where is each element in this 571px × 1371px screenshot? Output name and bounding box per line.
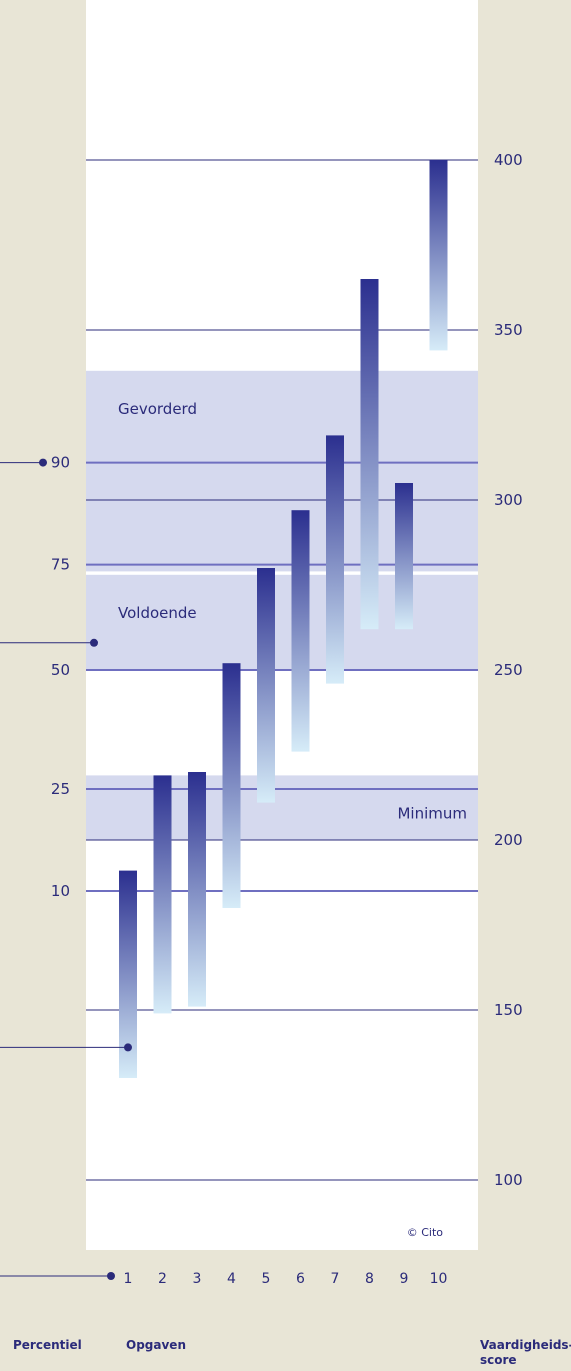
bar-task-9 — [395, 483, 413, 629]
percentile-tick-75: 75 — [51, 556, 70, 574]
bar-task-10 — [430, 160, 448, 350]
scale-tick-400: 400 — [494, 151, 523, 169]
task-number-8: 8 — [365, 1271, 374, 1287]
bar-task-5 — [257, 568, 275, 803]
task-number-3: 3 — [193, 1271, 202, 1287]
scale-tick-350: 350 — [494, 321, 523, 339]
scale-tick-150: 150 — [494, 1001, 523, 1019]
marker-dot-1 — [39, 459, 47, 467]
bar-task-2 — [154, 775, 172, 1013]
task-number-4: 4 — [227, 1271, 236, 1287]
task-number-7: 7 — [331, 1271, 340, 1287]
task-number-6: 6 — [296, 1271, 305, 1287]
level-label-minimum: Minimum — [397, 804, 467, 822]
scale-tick-250: 250 — [494, 661, 523, 679]
scale-axis-title-line2: score — [480, 1353, 517, 1367]
tasks-axis-title: Opgaven — [126, 1338, 186, 1352]
marker-dot-2 — [90, 639, 98, 647]
marker-dot-3 — [124, 1043, 132, 1051]
level-label-voldoende: Voldoende — [118, 604, 197, 622]
scale-axis-title-line1: Vaardigheids- — [480, 1338, 571, 1352]
percentile-tick-50: 50 — [51, 661, 70, 679]
copyright: © Cito — [407, 1226, 444, 1239]
task-number-2: 2 — [158, 1271, 167, 1287]
percentile-tick-90: 90 — [51, 454, 70, 472]
scale-tick-100: 100 — [494, 1171, 523, 1189]
scale-tick-200: 200 — [494, 831, 523, 849]
bar-task-3 — [188, 772, 206, 1007]
scale-tick-300: 300 — [494, 491, 523, 509]
task-number-10: 10 — [430, 1271, 448, 1287]
bar-task-6 — [292, 510, 310, 751]
bar-task-8 — [361, 279, 379, 629]
task-number-5: 5 — [262, 1271, 271, 1287]
percentile-tick-25: 25 — [51, 780, 70, 798]
level-band-voldoende — [86, 575, 478, 670]
task-number-9: 9 — [400, 1271, 409, 1287]
percentile-tick-10: 10 — [51, 882, 70, 900]
percentile-axis-title: Percentiel — [13, 1338, 82, 1352]
level-label-gevorderd: Gevorderd — [118, 400, 197, 418]
bar-task-4 — [223, 663, 241, 908]
marker-dot-tasks — [107, 1272, 115, 1280]
task-number-1: 1 — [124, 1271, 133, 1287]
bar-task-7 — [326, 435, 344, 683]
